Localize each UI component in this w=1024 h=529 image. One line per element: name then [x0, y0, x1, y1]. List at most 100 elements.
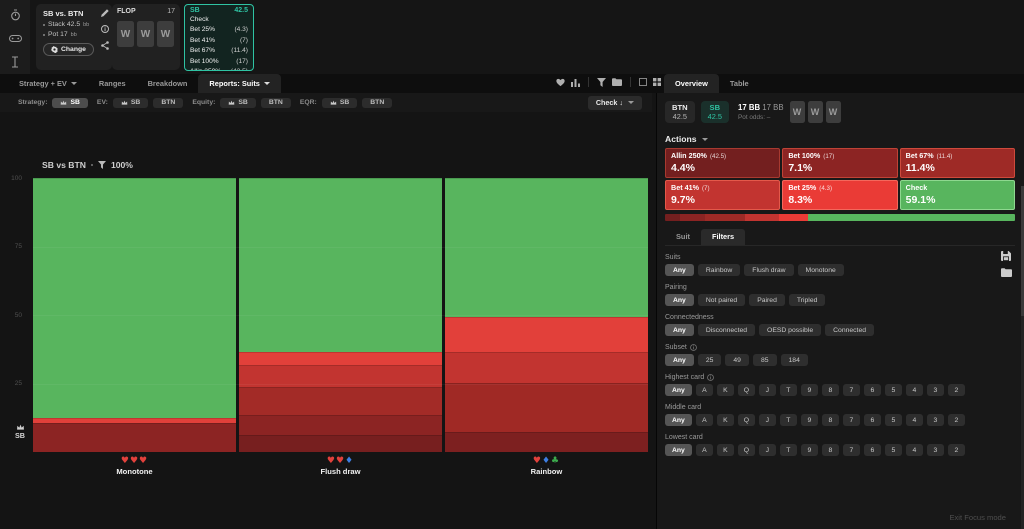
gamepad-icon[interactable]	[8, 34, 22, 43]
filter-chip-subset-any[interactable]: Any	[665, 354, 694, 366]
filter-chip-highest-card-9[interactable]: 9	[800, 384, 818, 396]
filter-chip-lowest-card-8[interactable]: 8	[821, 444, 839, 456]
filter-chip-lowest-card-any[interactable]: Any	[665, 444, 692, 456]
filter-chip-middle-card-7[interactable]: 7	[842, 414, 860, 426]
filter-chip-lowest-card-4[interactable]: 4	[905, 444, 923, 456]
filter-chip-middle-card-8[interactable]: 8	[821, 414, 839, 426]
player-box-sb[interactable]: SB 42.5	[700, 101, 729, 123]
filter-chip-lowest-card-3[interactable]: 3	[926, 444, 944, 456]
filter-chip-subset-49[interactable]: 49	[725, 354, 749, 366]
filter-chip-lowest-card-2[interactable]: 2	[947, 444, 965, 456]
board-card[interactable]: W	[825, 101, 841, 123]
filter-chip-lowest-card-5[interactable]: 5	[884, 444, 902, 456]
filter-chip-highest-card-8[interactable]: 8	[821, 384, 839, 396]
filter-chip-middle-card-any[interactable]: Any	[665, 414, 692, 426]
filter-chip-highest-card-a[interactable]: A	[695, 384, 713, 396]
filter-chip-highest-card-5[interactable]: 5	[884, 384, 902, 396]
filter-chip-connectedness-oesd-possible[interactable]: OESD possible	[759, 324, 822, 336]
filter-chip-lowest-card-6[interactable]: 6	[863, 444, 881, 456]
action-line-dropdown[interactable]: Check ↓	[587, 95, 642, 110]
text-cursor-icon[interactable]	[10, 56, 20, 68]
save-icon[interactable]	[1001, 251, 1012, 261]
player-box-btn[interactable]: BTN 42.5	[665, 101, 695, 123]
filter-chip-subset-85[interactable]: 85	[752, 354, 777, 366]
filter-chip-middle-card-9[interactable]: 9	[800, 414, 818, 426]
timer-icon[interactable]	[10, 9, 21, 21]
player-chip-sb[interactable]: SB	[112, 97, 149, 108]
player-chip-btn[interactable]: BTN	[153, 97, 184, 108]
action-tile-bet-25[interactable]: Bet 25% (4.3) 8.3%	[782, 180, 898, 210]
filter-chip-lowest-card-q[interactable]: Q	[737, 444, 755, 456]
filter-chip-lowest-card-t[interactable]: T	[779, 444, 797, 456]
action-tile-check[interactable]: Check 59.1%	[899, 180, 1015, 210]
filter-chip-highest-card-k[interactable]: K	[716, 384, 734, 396]
filter-chip-suits-flush-draw[interactable]: Flush draw	[744, 264, 794, 276]
tab-reports-suits[interactable]: Reports: Suits	[198, 74, 281, 93]
exit-focus-mode-link[interactable]: Exit Focus mode	[949, 513, 1006, 522]
action-tile-bet-41[interactable]: Bet 41% (7) 9.7%	[665, 180, 781, 210]
folder-icon[interactable]	[612, 78, 622, 86]
filter-chip-pairing-paired[interactable]: Paired	[749, 294, 785, 306]
filter-chip-middle-card-j[interactable]: J	[758, 414, 776, 426]
board-card[interactable]: W	[157, 21, 174, 47]
filter-chip-lowest-card-9[interactable]: 9	[800, 444, 818, 456]
board-card[interactable]: W	[807, 101, 823, 123]
filter-chip-middle-card-5[interactable]: 5	[884, 414, 902, 426]
player-chip-sb[interactable]: SB	[220, 97, 256, 108]
filter-chip-lowest-card-a[interactable]: A	[695, 444, 713, 456]
filter-chip-highest-card-4[interactable]: 4	[905, 384, 923, 396]
filter-chip-subset-25[interactable]: 25	[697, 354, 722, 366]
share-icon[interactable]	[101, 41, 109, 50]
filter-chip-suits-any[interactable]: Any	[665, 264, 694, 276]
player-chip-sb[interactable]: SB	[52, 97, 88, 108]
tab-table[interactable]: Table	[729, 79, 749, 88]
filter-chip-connectedness-connected[interactable]: Connected	[825, 324, 875, 336]
filter-chip-suits-rainbow[interactable]: Rainbow	[697, 264, 741, 276]
filter-chip-lowest-card-j[interactable]: J	[758, 444, 776, 456]
filter-chip-subset-184[interactable]: 184	[780, 354, 808, 366]
filter-chip-pairing-tripled[interactable]: Tripled	[788, 294, 826, 306]
tab-strategy-ev[interactable]: Strategy + EV	[8, 74, 88, 93]
filter-chip-highest-card-q[interactable]: Q	[737, 384, 755, 396]
filter-chip-middle-card-4[interactable]: 4	[905, 414, 923, 426]
filter-icon[interactable]	[597, 77, 606, 87]
chart-column-rainbow[interactable]	[445, 178, 648, 452]
filter-chip-pairing-any[interactable]: Any	[665, 294, 694, 306]
filter-chip-highest-card-3[interactable]: 3	[926, 384, 944, 396]
chart-column-flush-draw[interactable]	[239, 178, 442, 452]
scrollbar-thumb[interactable]	[1021, 186, 1024, 316]
filter-chip-connectedness-disconnected[interactable]: Disconnected	[697, 324, 756, 336]
filter-chip-middle-card-k[interactable]: K	[716, 414, 734, 426]
filter-chip-lowest-card-7[interactable]: 7	[842, 444, 860, 456]
filter-chip-pairing-not-paired[interactable]: Not paired	[697, 294, 746, 306]
filter-chip-middle-card-a[interactable]: A	[695, 414, 713, 426]
filter-chip-middle-card-3[interactable]: 3	[926, 414, 944, 426]
chart-column-monotone[interactable]	[33, 178, 236, 452]
player-chip-btn[interactable]: BTN	[260, 97, 291, 108]
layout-icon[interactable]	[639, 78, 647, 86]
player-chip-btn[interactable]: BTN	[362, 97, 393, 108]
grid-icon[interactable]	[653, 78, 661, 86]
tab-ranges[interactable]: Ranges	[98, 79, 126, 88]
filter-chip-middle-card-t[interactable]: T	[779, 414, 797, 426]
filter-chip-highest-card-6[interactable]: 6	[863, 384, 881, 396]
board-card[interactable]: W	[789, 101, 805, 123]
player-chip-sb[interactable]: SB	[321, 97, 358, 108]
filter-chip-middle-card-2[interactable]: 2	[947, 414, 965, 426]
filter-chip-suits-monotone[interactable]: Monotone	[797, 264, 844, 276]
info-icon[interactable]	[101, 25, 109, 33]
filter-chip-highest-card-any[interactable]: Any	[665, 384, 692, 396]
heart-icon[interactable]	[556, 78, 565, 87]
action-tile-allin-250[interactable]: Allin 250% (42.5) 4.4%	[665, 148, 781, 178]
bar-chart-icon[interactable]	[571, 78, 580, 87]
scrollbar[interactable]	[1021, 186, 1024, 529]
action-tile-bet-100[interactable]: Bet 100% (17) 7.1%	[782, 148, 898, 178]
filter-chip-lowest-card-k[interactable]: K	[716, 444, 734, 456]
filter-chip-highest-card-2[interactable]: 2	[947, 384, 965, 396]
tab-filters[interactable]: Filters	[700, 229, 746, 245]
pencil-icon[interactable]	[101, 9, 109, 17]
filter-chip-highest-card-7[interactable]: 7	[842, 384, 860, 396]
filter-chip-connectedness-any[interactable]: Any	[665, 324, 694, 336]
actions-header[interactable]: Actions	[665, 134, 1024, 144]
filter-chip-middle-card-q[interactable]: Q	[737, 414, 755, 426]
